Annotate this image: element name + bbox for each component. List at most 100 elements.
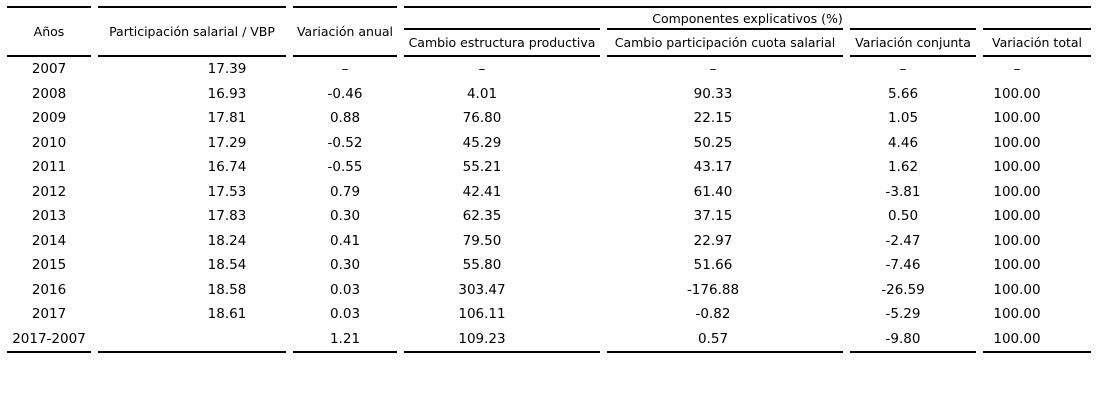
row-label-year: 2010 (31, 134, 67, 151)
header-row-sub: Cambio estructura productiva Cambio part… (7, 28, 1092, 57)
value-cell: 100.00 (993, 85, 1041, 102)
value-cell: 37.15 (693, 208, 733, 225)
table-row: 2017 18.61 0.03 106.11 -0.82 -5.29 100.00 (7, 302, 1091, 327)
value-cell: 16.74 (207, 159, 247, 176)
row-label-year: 2012 (31, 183, 67, 200)
value-cell: 0.79 (329, 183, 361, 200)
value-cell: – (709, 61, 717, 78)
value-cell: 100.00 (993, 110, 1041, 127)
table-row: 2009 17.81 0.88 76.80 22.15 1.05 100.00 (7, 106, 1091, 131)
col-header-cambio-participacion-cuota-salarial: Cambio participación cuota salarial (607, 28, 843, 57)
value-cell: 4.01 (466, 85, 498, 102)
value-cell: 79.50 (462, 232, 502, 249)
value-cell: – (899, 61, 907, 78)
col-header-participacion-salarial-vbp: Participación salarial / VBP (98, 6, 286, 57)
value-cell: 22.97 (693, 232, 733, 249)
table-header: Años Participación salarial / VBP Variac… (7, 6, 1092, 57)
value-cell: 0.30 (329, 257, 361, 274)
col-header-anios: Años (7, 6, 91, 57)
value-cell: 55.80 (462, 257, 502, 274)
value-cell (98, 327, 286, 353)
value-cell: 100.00 (993, 232, 1041, 249)
value-cell: 100.00 (993, 306, 1041, 323)
value-cell: 0.41 (329, 232, 361, 249)
value-cell: 18.61 (207, 306, 247, 323)
table-row: 2017-2007 1.21 109.23 0.57 -9.80 100.00 (7, 327, 1092, 353)
table-row: 2008 16.93 -0.46 4.01 90.33 5.66 100.00 (7, 82, 1091, 107)
value-cell: 18.24 (207, 232, 247, 249)
value-cell: 109.23 (404, 327, 600, 353)
table-body: 2007 17.39 – – – – – 2008 16.93 -0.46 4.01 90.33 5.6… (7, 57, 1092, 353)
value-cell: 17.83 (207, 208, 247, 225)
table-row: 2007 17.39 – – – – – (7, 57, 1091, 82)
value-cell: 106.11 (458, 306, 506, 323)
value-cell: 76.80 (462, 110, 502, 127)
value-cell: -176.88 (686, 281, 740, 298)
value-cell: 0.57 (607, 327, 843, 353)
col-header-variacion-anual: Variación anual (293, 6, 397, 57)
value-cell: 0.30 (329, 208, 361, 225)
value-cell: 100.00 (993, 159, 1041, 176)
col-header-variacion-conjunta: Variación conjunta (850, 28, 976, 57)
value-cell: 22.15 (693, 110, 733, 127)
value-cell: 1.62 (887, 159, 919, 176)
value-cell: 43.17 (693, 159, 733, 176)
value-cell: 17.53 (207, 183, 247, 200)
value-cell: -5.29 (885, 306, 921, 323)
value-cell: 1.21 (293, 327, 397, 353)
row-label-year: 2016 (31, 281, 67, 298)
table-row: 2015 18.54 0.30 55.80 51.66 -7.46 100.00 (7, 253, 1091, 278)
value-cell: 100.00 (993, 257, 1041, 274)
value-cell: 16.93 (207, 85, 247, 102)
value-cell: 5.66 (887, 85, 919, 102)
col-header-variacion-total: Variación total (983, 28, 1092, 57)
value-cell: – (478, 61, 486, 78)
page: Años Participación salarial / VBP Variac… (0, 6, 1098, 419)
table-row: 2013 17.83 0.30 62.35 37.15 0.50 100.00 (7, 204, 1091, 229)
value-cell: 17.39 (207, 61, 247, 78)
value-cell: 17.29 (207, 134, 247, 151)
value-cell: 1.05 (887, 110, 919, 127)
col-header-cambio-estructura-productiva: Cambio estructura productiva (404, 28, 600, 57)
header-row-top: Años Participación salarial / VBP Variac… (7, 6, 1092, 57)
table-row: 2011 16.74 -0.55 55.21 43.17 1.62 100.00 (7, 155, 1091, 180)
value-cell: 100.00 (993, 134, 1041, 151)
row-label-year: 2017-2007 (7, 327, 91, 353)
table-row: 2012 17.53 0.79 42.41 61.40 -3.81 100.00 (7, 180, 1091, 205)
value-cell: 18.54 (207, 257, 247, 274)
value-cell: 100.00 (993, 183, 1041, 200)
value-cell: 55.21 (462, 159, 502, 176)
row-label-year: 2011 (31, 159, 67, 176)
value-cell: -0.46 (327, 85, 363, 102)
value-cell: 0.50 (887, 208, 919, 225)
value-cell: 100.00 (993, 208, 1041, 225)
row-label-year: 2013 (31, 208, 67, 225)
row-label-year: 2009 (31, 110, 67, 127)
value-cell: – (341, 61, 349, 78)
value-cell: 61.40 (693, 183, 733, 200)
value-cell: 50.25 (693, 134, 733, 151)
table-row: 2016 18.58 0.03 303.47 -176.88 -26.59 100.00 (7, 278, 1091, 303)
value-cell: -2.47 (885, 232, 921, 249)
row-label-year: 2014 (31, 232, 67, 249)
value-cell: 51.66 (693, 257, 733, 274)
value-cell: -0.55 (327, 159, 363, 176)
value-cell: -9.80 (850, 327, 976, 353)
value-cell: 45.29 (462, 134, 502, 151)
value-cell: 0.03 (329, 281, 361, 298)
value-cell: – (1013, 61, 1021, 78)
value-cell: 4.46 (887, 134, 919, 151)
value-cell: 18.58 (207, 281, 247, 298)
value-cell: 303.47 (458, 281, 506, 298)
value-cell: 0.03 (329, 306, 361, 323)
value-cell: 100.00 (993, 281, 1041, 298)
value-cell: -3.81 (885, 183, 921, 200)
decomposition-table: Años Participación salarial / VBP Variac… (0, 6, 1098, 353)
row-label-year: 2015 (31, 257, 67, 274)
table-row: 2014 18.24 0.41 79.50 22.97 -2.47 100.00 (7, 229, 1091, 254)
value-cell: 0.88 (329, 110, 361, 127)
row-label-year: 2008 (31, 85, 67, 102)
value-cell: -7.46 (885, 257, 921, 274)
table-row: 2010 17.29 -0.52 45.29 50.25 4.46 100.00 (7, 131, 1091, 156)
row-label-year: 2017 (31, 306, 67, 323)
